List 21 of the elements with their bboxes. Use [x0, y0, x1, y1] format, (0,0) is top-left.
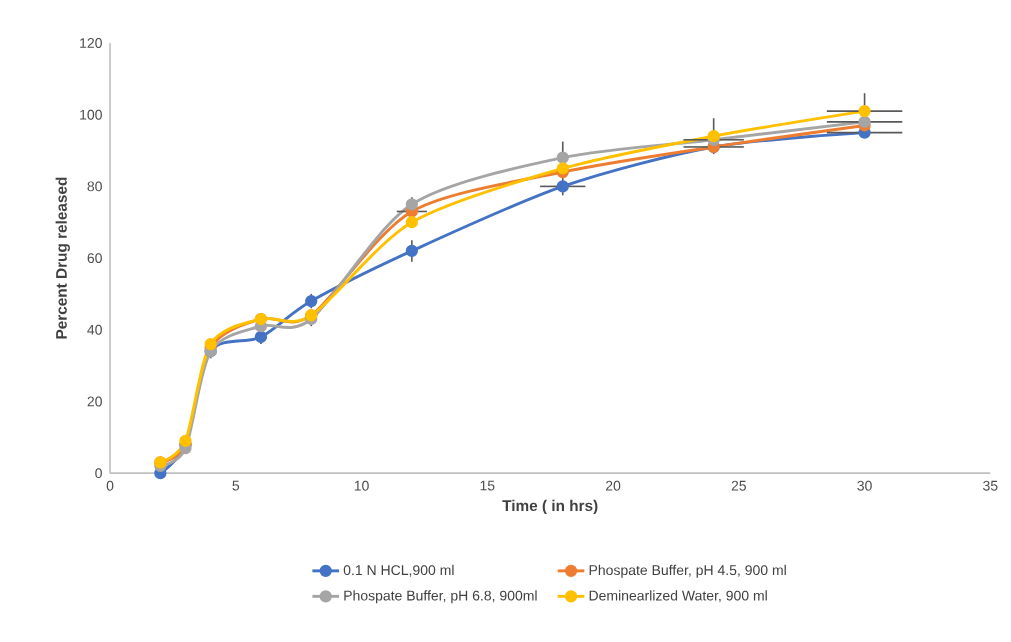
legend-label: Phospate Buffer, pH 4.5, 900 ml — [589, 564, 786, 578]
y-tick-label: 40 — [87, 324, 102, 335]
x-tick-label: 0 — [106, 480, 114, 491]
legend-label: Deminearlized Water, 900 ml — [589, 590, 767, 603]
y-axis-title: Percent Drug released — [55, 177, 70, 339]
x-tick-label: 25 — [731, 480, 747, 491]
y-tick-label: 120 — [80, 37, 102, 48]
x-axis-title: Time ( in hrs) — [502, 499, 598, 514]
legend-label: Phospate Buffer, pH 6.8, 900ml — [344, 590, 537, 604]
y-tick-label: 20 — [87, 396, 102, 407]
x-tick-label: 35 — [983, 480, 998, 491]
y-tick-label: 60 — [87, 253, 102, 263]
x-tick-label: 10 — [354, 480, 369, 491]
x-tick-label: 30 — [857, 480, 872, 491]
x-tick-label: 5 — [232, 480, 240, 491]
legend-label: 0.1 N HCL,900 ml — [343, 564, 454, 577]
y-tick-label: 0 — [95, 468, 102, 479]
y-tick-label: 80 — [87, 181, 102, 192]
x-tick-label: 20 — [605, 480, 621, 491]
x-tick-label: 15 — [480, 480, 495, 491]
y-tick-label: 100 — [80, 109, 102, 120]
